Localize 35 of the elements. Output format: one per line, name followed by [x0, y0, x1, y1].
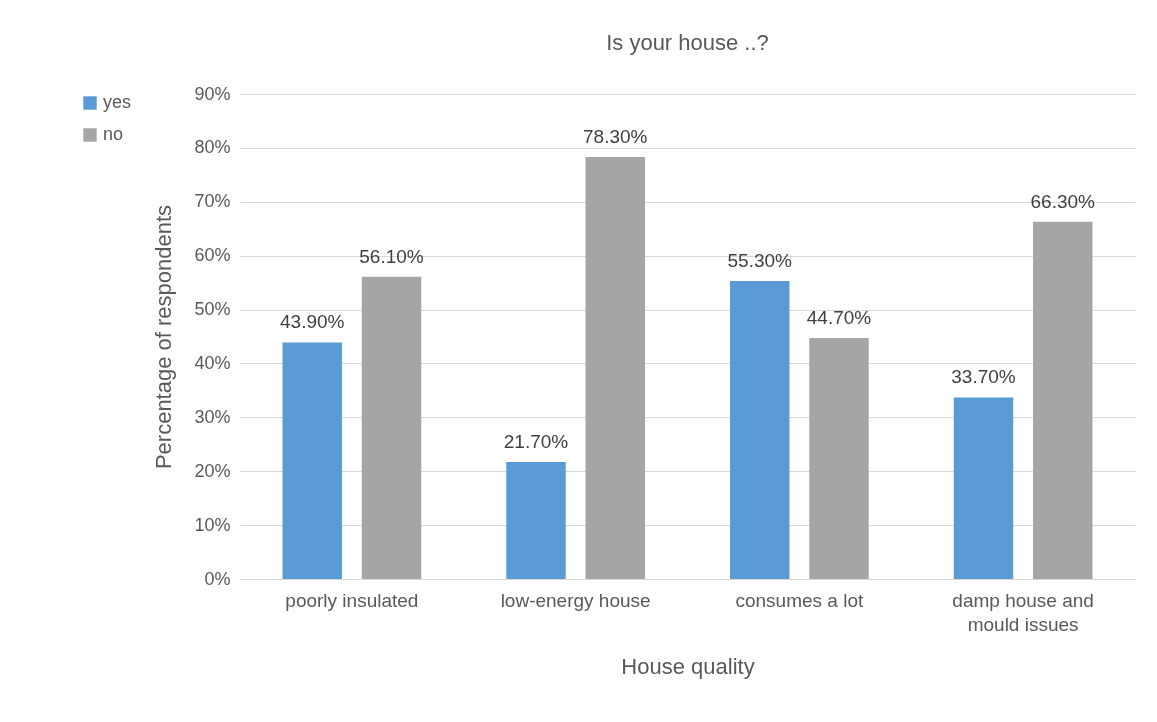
x-axis-title: House quality — [621, 653, 755, 679]
y-tick-label: 40% — [194, 352, 231, 373]
data-label: 66.30% — [1030, 190, 1096, 212]
y-tick-label: 0% — [204, 568, 231, 589]
y-tick-label: 60% — [194, 245, 231, 266]
bar — [1033, 221, 1093, 579]
bar — [730, 280, 790, 579]
bar — [809, 338, 869, 579]
legend-label: no — [103, 124, 124, 144]
x-tick-label: poorly insulated — [285, 589, 419, 611]
y-tick-label: 20% — [194, 460, 231, 481]
y-tick-label: 90% — [194, 83, 231, 104]
y-tick-label: 70% — [194, 191, 231, 212]
data-label: 56.10% — [359, 245, 424, 267]
bar — [361, 276, 422, 579]
y-axis-title: Percentage of respondents — [151, 204, 177, 470]
data-label: 78.30% — [583, 126, 648, 148]
data-label: 55.30% — [727, 249, 793, 271]
bar — [953, 397, 1014, 579]
y-tick-label: 80% — [194, 137, 231, 158]
data-label: 21.70% — [503, 431, 569, 453]
data-label: 33.70% — [951, 366, 1016, 388]
x-tick-label: low-energy house — [500, 589, 651, 611]
bar — [506, 462, 566, 579]
bar — [585, 157, 645, 579]
y-tick-label: 50% — [194, 299, 231, 320]
bar — [282, 342, 342, 579]
data-label: 44.70% — [806, 307, 872, 329]
chart-title: Is your house ..? — [606, 30, 769, 55]
legend-label: yes — [103, 92, 132, 112]
x-tick-label: damp house and mould issues — [952, 589, 1094, 635]
data-label: 43.90% — [280, 311, 345, 333]
y-tick-label: 30% — [194, 406, 231, 427]
x-tick-label: consumes a lot — [735, 589, 864, 611]
y-tick-label: 10% — [194, 514, 231, 535]
